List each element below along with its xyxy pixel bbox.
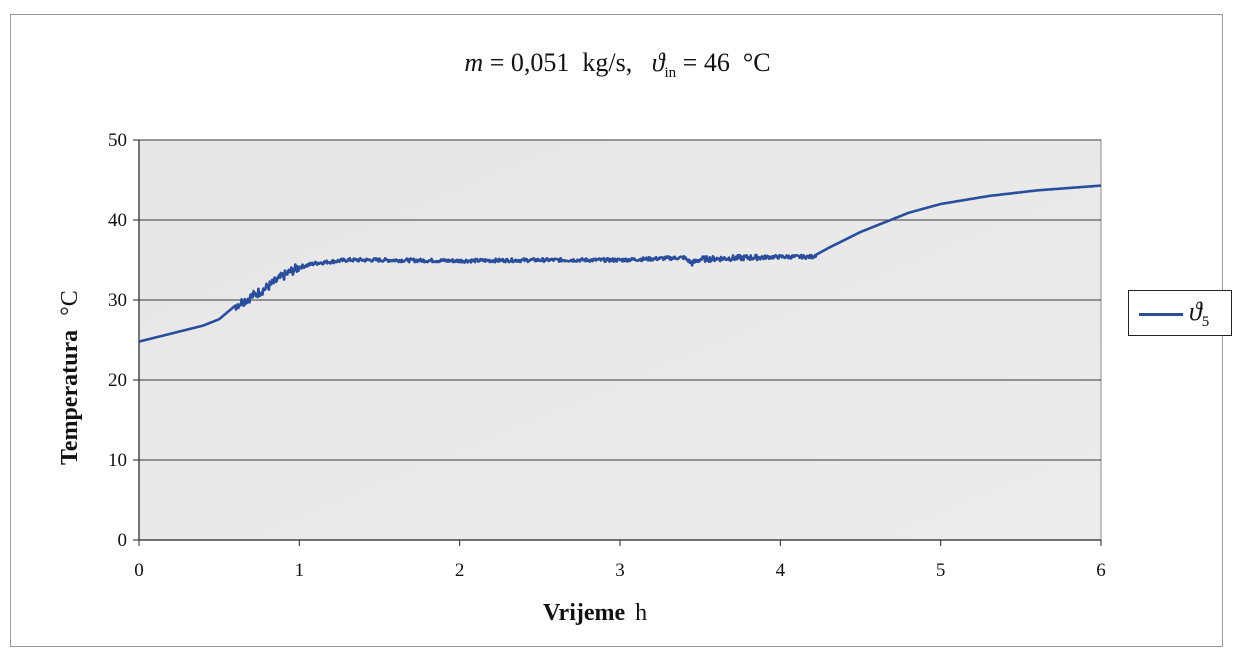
title-theta-sub: in — [664, 65, 677, 82]
chart-title: m = 0,051 kg/s, ϑin = 46 °C — [0, 48, 1235, 82]
title-theta-symbol: ϑ — [651, 48, 665, 77]
y-tick-labels: 0 10 20 30 40 50 — [108, 130, 127, 551]
title-mass-text: = 0,051 kg/s, — [483, 48, 652, 77]
x-tick-labels: 0 1 2 3 4 5 6 — [134, 560, 1106, 581]
legend-symbol: ϑ — [1189, 297, 1202, 326]
title-theta-text: = 46 °C — [676, 48, 771, 77]
x-axis-label: Vrijeme — [543, 600, 626, 626]
x-tick-label: 1 — [295, 560, 305, 581]
legend-sub: 5 — [1201, 314, 1210, 331]
plot-area — [138, 139, 1102, 541]
y-axis-unit: °C — [57, 290, 83, 316]
y-tick-label: 30 — [108, 290, 127, 311]
x-axis-title: Vrijeme h — [543, 600, 647, 626]
y-axis-title: Temperatura °C — [57, 290, 83, 465]
x-tick-label: 0 — [134, 560, 144, 581]
x-tick-label: 2 — [455, 560, 465, 581]
legend: ϑ5 — [1128, 290, 1232, 336]
y-axis-label: Temperatura — [57, 330, 83, 465]
x-tick-label: 6 — [1096, 560, 1106, 581]
x-axis-unit: h — [635, 600, 647, 626]
gridlines — [139, 139, 1101, 461]
x-tick-label: 4 — [776, 560, 786, 581]
legend-line-swatch — [1139, 313, 1183, 316]
y-tick-label: 40 — [108, 210, 127, 231]
series-line-theta5 — [138, 184, 1102, 343]
y-tick-label: 50 — [108, 130, 127, 151]
y-tick-label: 20 — [108, 370, 127, 391]
x-tick-label: 5 — [936, 560, 946, 581]
title-mass-symbol: m — [464, 48, 484, 77]
y-tick-label: 0 — [118, 530, 128, 551]
legend-label: ϑ5 — [1189, 297, 1209, 331]
axes — [133, 139, 1102, 546]
x-tick-label: 3 — [615, 560, 625, 581]
y-tick-label: 10 — [108, 450, 127, 471]
